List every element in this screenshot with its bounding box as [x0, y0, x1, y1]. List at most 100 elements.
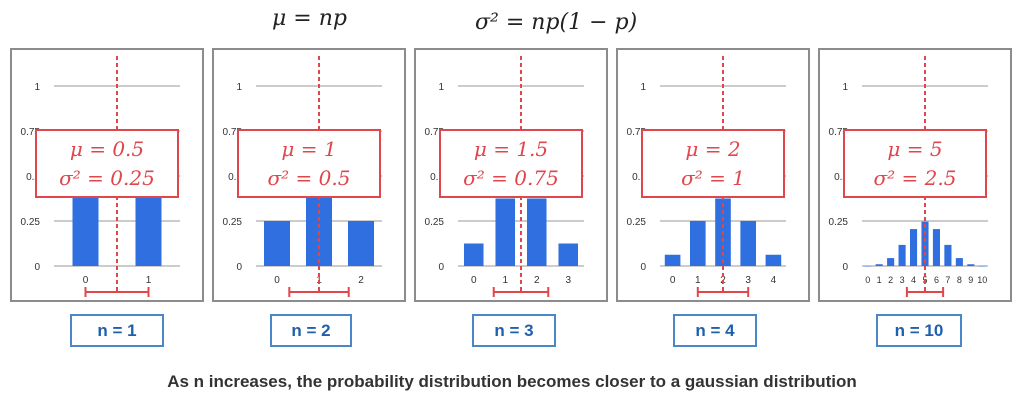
- bar: [526, 198, 547, 266]
- bar: [921, 221, 929, 266]
- x-tick-label: 4: [911, 275, 916, 285]
- y-tick-label: 1: [236, 82, 242, 93]
- stats-box: [237, 129, 381, 198]
- mean-label: μ = 5: [887, 137, 942, 161]
- y-tick-label: 0.25: [223, 217, 243, 228]
- x-tick-label: 0: [471, 275, 477, 286]
- y-tick-label: 0.5: [228, 172, 242, 183]
- x-tick-label: 3: [745, 275, 751, 286]
- y-tick-label: 0.5: [632, 172, 646, 183]
- y-tick-label: 0.25: [627, 217, 647, 228]
- y-tick-label: 0.25: [829, 217, 849, 228]
- bar: [875, 264, 883, 266]
- y-tick-label: 0.75: [21, 127, 41, 138]
- chart-svg: 00.250.50.75101234μ = 2σ² = 1: [627, 56, 786, 297]
- y-tick-label: 0: [640, 262, 646, 273]
- y-tick-label: 0: [34, 262, 40, 273]
- y-tick-label: 0: [438, 262, 444, 273]
- mean-label: μ = 2: [685, 137, 740, 161]
- x-tick-label: 8: [957, 275, 962, 285]
- chart-panel-n3: 0 0.25 0.5 0.75 1 0 1 2 3 μ = 1.5 σ² = 0.75: [414, 48, 608, 302]
- x-tick-label: 1: [146, 275, 152, 286]
- x-tick-label: 1: [695, 275, 701, 286]
- bar: [864, 265, 872, 267]
- bar: [765, 254, 782, 266]
- mean-label: μ = 1: [281, 137, 336, 161]
- bar: [558, 243, 579, 266]
- y-tick-label: 1: [34, 82, 40, 93]
- chart-svg: 00.250.50.751012μ = 1σ² = 0.5: [223, 56, 382, 297]
- y-tick-label: 1: [842, 82, 848, 93]
- variance-formula: σ² = np(1 − p): [475, 10, 638, 35]
- y-tick-label: 1: [640, 82, 646, 93]
- chart-svg: 0 0.25 0.5 0.75 1 0 1 2 3 μ = 1.5 σ² = 0.75: [425, 56, 584, 297]
- variance-label: σ² = 2.5: [874, 166, 957, 190]
- bar: [932, 229, 941, 266]
- y-tick-label: 0.75: [425, 127, 445, 138]
- x-tick-label: 0: [274, 275, 280, 286]
- bar: [495, 198, 516, 266]
- bar: [944, 244, 952, 266]
- stats-box: [641, 129, 785, 198]
- x-tick-label: 9: [968, 275, 973, 285]
- bar: [664, 254, 681, 266]
- bar: [887, 258, 895, 266]
- y-tick-label: 0.25: [21, 217, 41, 228]
- x-tick-label: 2: [534, 275, 540, 286]
- bar: [898, 244, 906, 266]
- variance-label: σ² = 0.75: [463, 166, 559, 190]
- chart-panel-n1: 0 0.25 0.5 0.75 1 0 1 μ = 0.5 σ² = 0.25: [10, 48, 204, 302]
- x-tick-label: 4: [771, 275, 777, 286]
- bar: [967, 264, 975, 266]
- chart-panel-n4: 00.250.50.75101234μ = 2σ² = 1: [616, 48, 810, 302]
- y-tick-label: 0.75: [829, 127, 849, 138]
- y-tick-label: 0.5: [26, 172, 40, 183]
- x-tick-label: 3: [565, 275, 571, 286]
- bar: [264, 221, 290, 266]
- bar: [955, 258, 963, 266]
- n-label-1: n = 1: [70, 314, 164, 347]
- bar: [740, 221, 757, 266]
- mean-label: μ = 0.5: [70, 137, 144, 161]
- x-tick-label: 6: [934, 275, 939, 285]
- variance-label: σ² = 1: [681, 166, 745, 190]
- x-tick-label: 0: [670, 275, 676, 286]
- caption: As n increases, the probability distribu…: [167, 372, 857, 391]
- chart-panel-n10: 00.250.50.751012345678910μ = 5σ² = 2.5: [818, 48, 1012, 302]
- chart-svg: 00.250.50.751012345678910μ = 5σ² = 2.5: [829, 56, 988, 297]
- n-label-3: n = 3: [472, 314, 556, 347]
- x-tick-label: 0: [83, 275, 89, 286]
- x-tick-label: 3: [900, 275, 905, 285]
- x-tick-label: 7: [945, 275, 950, 285]
- bar: [909, 229, 918, 266]
- y-tick-label: 0.5: [834, 172, 848, 183]
- bar: [348, 221, 374, 266]
- variance-label: σ² = 0.25: [59, 166, 155, 190]
- chart-panel-n2: 00.250.50.751012μ = 1σ² = 0.5: [212, 48, 406, 302]
- stats-box: [35, 129, 179, 198]
- chart-svg: 0 0.25 0.5 0.75 1 0 1 μ = 0.5 σ² = 0.25: [21, 56, 180, 297]
- y-tick-label: 0.75: [627, 127, 647, 138]
- mean-formula: μ = np: [272, 6, 347, 31]
- x-tick-label: 1: [502, 275, 508, 286]
- y-tick-label: 0: [236, 262, 242, 273]
- y-tick-label: 0.5: [430, 172, 444, 183]
- x-tick-label: 2: [888, 275, 893, 285]
- n-label-4: n = 4: [673, 314, 757, 347]
- bar: [978, 265, 986, 267]
- x-tick-label: 2: [358, 275, 364, 286]
- y-tick-label: 0: [842, 262, 848, 273]
- variance-label: σ² = 0.5: [268, 166, 351, 190]
- y-tick-label: 0.75: [223, 127, 243, 138]
- stats-box: [843, 129, 987, 198]
- y-tick-label: 0.25: [425, 217, 445, 228]
- n-label-2: n = 2: [270, 314, 352, 347]
- x-tick-label: 10: [977, 275, 987, 285]
- n-label-10: n = 10: [876, 314, 962, 347]
- x-tick-label: 1: [877, 275, 882, 285]
- stats-box: [439, 129, 583, 198]
- bar: [463, 243, 484, 266]
- mean-label: μ = 1.5: [474, 137, 548, 161]
- y-tick-label: 1: [438, 82, 444, 93]
- x-tick-label: 0: [865, 275, 870, 285]
